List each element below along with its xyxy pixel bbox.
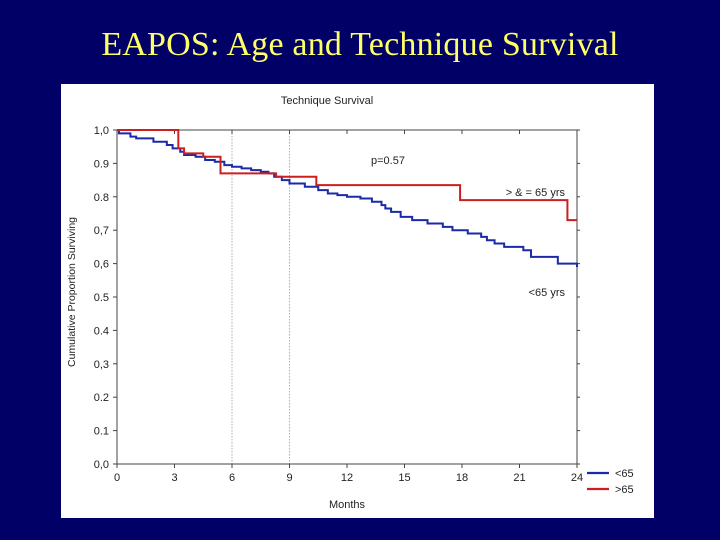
y-tick-label: 0,7 bbox=[94, 225, 109, 237]
under-65-annotation: <65 yrs bbox=[529, 287, 566, 299]
y-tick-label: 0.4 bbox=[94, 325, 109, 337]
over-65-annotation: > & = 65 yrs bbox=[506, 187, 566, 199]
x-tick-label: 15 bbox=[398, 472, 410, 484]
plot-frame bbox=[116, 129, 578, 465]
y-tick-label: 0.9 bbox=[94, 158, 109, 170]
x-tick-label: 21 bbox=[513, 472, 525, 484]
x-tick-label: 12 bbox=[341, 472, 353, 484]
y-tick-label: 0,6 bbox=[94, 259, 109, 271]
axes: 0 3 6 9 12 15 18 21 24 0,0 0.1 0.2 0,3 0.4 0.5 0,6 0,7 0.… bbox=[94, 125, 583, 484]
x-tick-label: 24 bbox=[571, 472, 583, 484]
slide-title: EAPOS: Age and Technique Survival bbox=[101, 26, 619, 63]
series-line-over-65 bbox=[117, 129, 577, 222]
x-axis-label: Months bbox=[329, 499, 366, 511]
x-tick-label: 9 bbox=[286, 472, 292, 484]
x-tick-label: 6 bbox=[229, 472, 235, 484]
chart-title: Technique Survival bbox=[281, 95, 373, 107]
series-lines bbox=[117, 129, 578, 267]
legend-label-under-65: <65 bbox=[615, 468, 634, 480]
y-tick-label: 1,0 bbox=[94, 125, 109, 137]
y-axis-label: Cumulative Proportion Surviving bbox=[66, 217, 78, 367]
x-tick-label: 3 bbox=[171, 472, 177, 484]
y-tick-label: 0,0 bbox=[94, 459, 109, 471]
legend: <65 >65 bbox=[587, 468, 634, 496]
survival-chart: 0 3 6 9 12 15 18 21 24 0,0 0.1 0.2 0,3 0.4 0.5 0,6 0,7 0.… bbox=[66, 95, 634, 511]
p-value-annotation: p=0.57 bbox=[371, 155, 405, 167]
legend-label-over-65: >65 bbox=[615, 484, 634, 496]
y-tick-label: 0.8 bbox=[94, 192, 109, 204]
x-tick-label: 0 bbox=[114, 472, 120, 484]
y-tick-label: 0.2 bbox=[94, 392, 109, 404]
y-tick-label: 0,3 bbox=[94, 359, 109, 371]
series-line-under-65 bbox=[117, 129, 578, 267]
y-tick-label: 0.1 bbox=[94, 426, 109, 438]
chart-figure: 0 3 6 9 12 15 18 21 24 0,0 0.1 0.2 0,3 0.4 0.5 0,6 0,7 0.… bbox=[61, 84, 654, 518]
x-tick-label: 18 bbox=[456, 472, 468, 484]
y-tick-label: 0.5 bbox=[94, 292, 109, 304]
